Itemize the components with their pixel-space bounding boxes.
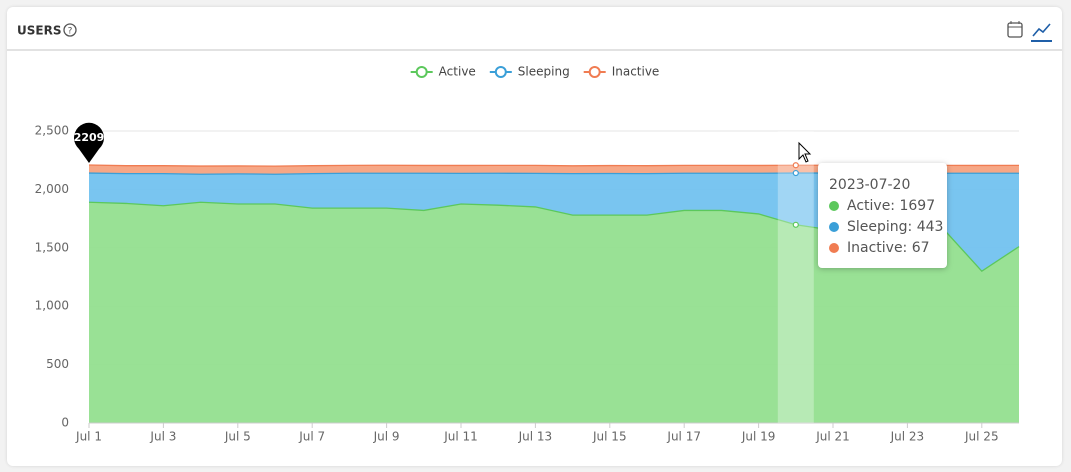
tooltip: 2023-07-20 Active: 1697 Sleeping: 443 Inact… <box>818 163 947 268</box>
table-view-icon[interactable] <box>1007 21 1023 38</box>
y-tick-label: 1,000 <box>35 299 69 313</box>
svg-text:?: ? <box>68 27 73 37</box>
tooltip-title: 2023-07-20 <box>829 177 910 193</box>
x-tick-label: Jul 1 <box>75 430 102 444</box>
area-fill <box>89 202 1019 423</box>
x-tick-label: Jul 7 <box>298 430 325 444</box>
legend-label: Active <box>439 65 476 79</box>
area-fill <box>89 164 1019 175</box>
peak-label: 2209 <box>74 131 105 144</box>
x-tick-label: Jul 25 <box>964 430 999 444</box>
legend-item[interactable]: Inactive <box>583 65 660 79</box>
legend-marker <box>494 66 507 78</box>
legend-marker <box>415 66 428 78</box>
help-icon[interactable]: ? <box>63 23 77 37</box>
tooltip-line: Sleeping: 443 <box>847 219 943 235</box>
legend: Active Sleeping Inactive <box>410 65 660 79</box>
x-tick-label: Jul 5 <box>224 430 251 444</box>
hover-point <box>792 169 799 177</box>
x-tick-label: Jul 15 <box>592 430 627 444</box>
card-title: USERS <box>17 24 61 38</box>
x-tick-label: Jul 13 <box>518 430 553 444</box>
peak-pin <box>74 122 104 163</box>
x-tick-label: Jul 17 <box>666 430 701 444</box>
y-tick-label: 1,500 <box>35 240 69 254</box>
cursor <box>798 141 812 163</box>
x-tick-label: Jul 19 <box>741 430 776 444</box>
y-tick-label: 0 <box>61 416 69 430</box>
legend-marker <box>588 66 601 78</box>
tooltip-dot <box>829 201 839 211</box>
x-tick-label: Jul 21 <box>815 430 850 444</box>
tooltip-dot <box>829 243 839 253</box>
hover-point <box>792 221 799 228</box>
tooltip-dot <box>829 222 839 232</box>
x-tick-label: Jul 3 <box>149 430 176 444</box>
hover-point <box>792 162 799 169</box>
legend-item[interactable]: Sleeping <box>489 65 570 79</box>
x-tick-label: Jul 23 <box>890 430 925 444</box>
x-tick-label: Jul 9 <box>373 430 400 444</box>
legend-item[interactable]: Active <box>410 65 476 79</box>
x-tick-label: Jul 11 <box>443 430 478 444</box>
y-tick-label: 2,500 <box>35 124 69 138</box>
hover-band <box>777 131 814 423</box>
tooltip-line: Active: 1697 <box>847 198 935 214</box>
y-tick-label: 2,000 <box>35 182 69 196</box>
area-fill <box>89 173 1019 272</box>
legend-label: Sleeping <box>518 65 570 79</box>
y-tick-label: 500 <box>46 357 69 371</box>
tooltip-box <box>818 163 947 268</box>
legend-label: Inactive <box>612 65 660 79</box>
tooltip-line: Inactive: 67 <box>847 240 930 256</box>
chart-view-icon[interactable] <box>1031 23 1052 42</box>
